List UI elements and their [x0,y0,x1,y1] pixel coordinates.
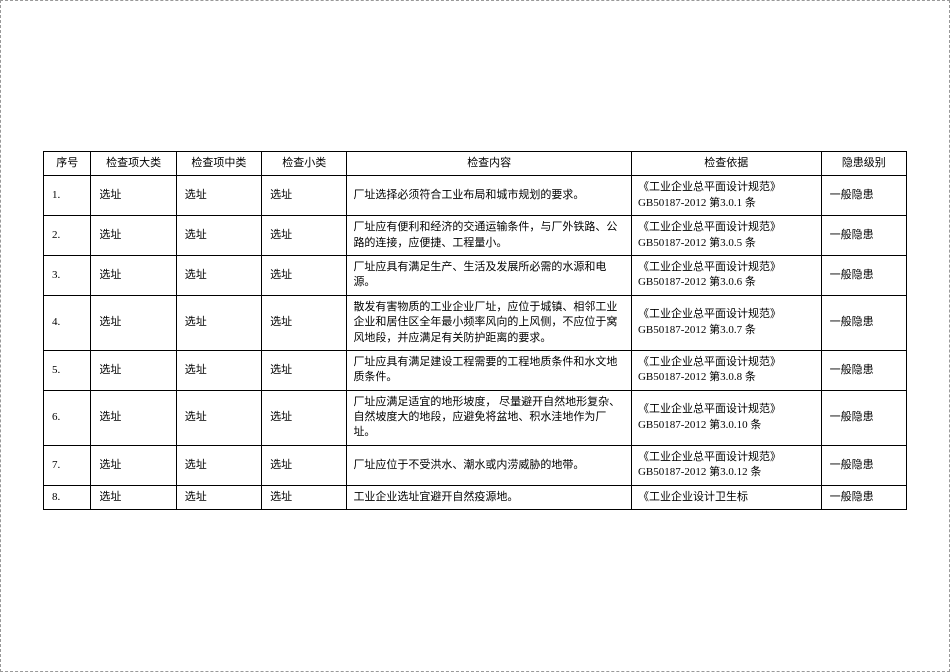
header-cat1: 检查项大类 [91,152,176,176]
cell-level: 一般隐患 [821,390,906,445]
cell-cat1: 选址 [91,295,176,350]
cell-content: 厂址应满足适宜的地形坡度， 尽量避开自然地形复杂、 自然坡度大的地段，应避免将盆… [347,390,632,445]
cell-cat2: 选址 [176,445,261,485]
cell-cat1: 选址 [91,485,176,509]
cell-content: 厂址应有便利和经济的交通运输条件，与厂外铁路、公路的连接，应便捷、工程量小。 [347,216,632,256]
cell-cat2: 选址 [176,295,261,350]
cell-cat1: 选址 [91,350,176,390]
cell-basis: 《工业企业总平面设计规范》GB50187-2012 第3.0.6 条 [631,255,821,295]
table-row: 5.选址选址选址厂址应具有满足建设工程需要的工程地质条件和水文地质条件。《工业企… [44,350,907,390]
cell-cat2: 选址 [176,255,261,295]
header-cat3: 检查小类 [262,152,347,176]
table-row: 3.选址选址选址厂址应具有满足生产、生活及发展所必需的水源和电源。《工业企业总平… [44,255,907,295]
cell-cat3: 选址 [262,255,347,295]
cell-cat2: 选址 [176,176,261,216]
cell-content: 散发有害物质的工业企业厂址，应位于城镇、相邻工业企业和居住区全年最小频率风向的上… [347,295,632,350]
cell-no: 8. [44,485,91,509]
cell-cat3: 选址 [262,390,347,445]
cell-basis: 《工业企业总平面设计规范》GB50187-2012 第3.0.12 条 [631,445,821,485]
cell-cat2: 选址 [176,350,261,390]
cell-cat2: 选址 [176,485,261,509]
table-row: 6.选址选址选址厂址应满足适宜的地形坡度， 尽量避开自然地形复杂、 自然坡度大的… [44,390,907,445]
header-content: 检查内容 [347,152,632,176]
cell-basis: 《工业企业总平面设计规范》GB50187-2012 第3.0.1 条 [631,176,821,216]
cell-cat1: 选址 [91,255,176,295]
table-header-row: 序号 检查项大类 检查项中类 检查小类 检查内容 检查依据 隐患级别 [44,152,907,176]
cell-level: 一般隐患 [821,485,906,509]
cell-basis: 《工业企业总平面设计规范》GB50187-2012 第3.0.5 条 [631,216,821,256]
cell-basis: 《工业企业设计卫生标 [631,485,821,509]
cell-content: 厂址应具有满足生产、生活及发展所必需的水源和电源。 [347,255,632,295]
cell-cat2: 选址 [176,216,261,256]
header-level: 隐患级别 [821,152,906,176]
table-body: 1.选址选址选址厂址选择必须符合工业布局和城市规划的要求。《工业企业总平面设计规… [44,176,907,510]
cell-cat3: 选址 [262,485,347,509]
cell-level: 一般隐患 [821,445,906,485]
cell-no: 7. [44,445,91,485]
cell-cat3: 选址 [262,350,347,390]
cell-level: 一般隐患 [821,350,906,390]
cell-content: 厂址选择必须符合工业布局和城市规划的要求。 [347,176,632,216]
cell-cat3: 选址 [262,445,347,485]
cell-content: 厂址应位于不受洪水、潮水或内涝威胁的地带。 [347,445,632,485]
cell-cat3: 选址 [262,176,347,216]
table-row: 2.选址选址选址厂址应有便利和经济的交通运输条件，与厂外铁路、公路的连接，应便捷… [44,216,907,256]
inspection-table: 序号 检查项大类 检查项中类 检查小类 检查内容 检查依据 隐患级别 1.选址选… [43,151,907,510]
cell-level: 一般隐患 [821,216,906,256]
cell-level: 一般隐患 [821,255,906,295]
cell-content: 工业企业选址宜避开自然疫源地。 [347,485,632,509]
cell-basis: 《工业企业总平面设计规范》GB50187-2012 第3.0.8 条 [631,350,821,390]
table-row: 8.选址选址选址工业企业选址宜避开自然疫源地。《工业企业设计卫生标一般隐患 [44,485,907,509]
cell-cat1: 选址 [91,390,176,445]
header-basis: 检查依据 [631,152,821,176]
header-no: 序号 [44,152,91,176]
header-cat2: 检查项中类 [176,152,261,176]
table-row: 1.选址选址选址厂址选择必须符合工业布局和城市规划的要求。《工业企业总平面设计规… [44,176,907,216]
cell-basis: 《工业企业总平面设计规范》GB50187-2012 第3.0.7 条 [631,295,821,350]
table-row: 4.选址选址选址散发有害物质的工业企业厂址，应位于城镇、相邻工业企业和居住区全年… [44,295,907,350]
cell-no: 5. [44,350,91,390]
cell-level: 一般隐患 [821,295,906,350]
cell-cat1: 选址 [91,216,176,256]
cell-cat3: 选址 [262,295,347,350]
table-row: 7.选址选址选址厂址应位于不受洪水、潮水或内涝威胁的地带。《工业企业总平面设计规… [44,445,907,485]
cell-content: 厂址应具有满足建设工程需要的工程地质条件和水文地质条件。 [347,350,632,390]
cell-cat2: 选址 [176,390,261,445]
cell-level: 一般隐患 [821,176,906,216]
cell-cat1: 选址 [91,445,176,485]
cell-basis: 《工业企业总平面设计规范》GB50187-2012 第3.0.10 条 [631,390,821,445]
cell-no: 6. [44,390,91,445]
document-page: 序号 检查项大类 检查项中类 检查小类 检查内容 检查依据 隐患级别 1.选址选… [0,0,950,672]
cell-no: 4. [44,295,91,350]
cell-no: 2. [44,216,91,256]
cell-no: 3. [44,255,91,295]
cell-no: 1. [44,176,91,216]
cell-cat1: 选址 [91,176,176,216]
cell-cat3: 选址 [262,216,347,256]
